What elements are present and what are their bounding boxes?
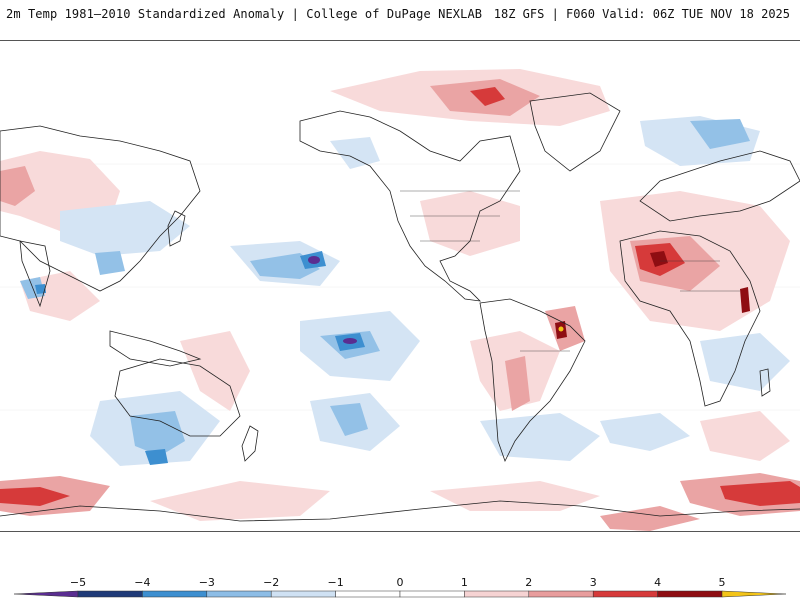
colorbar-segment: [399, 590, 465, 598]
colorbar-svg: [13, 590, 787, 598]
colorbar-tick-label: −4: [134, 576, 151, 589]
colorbar-tick-label: 0: [396, 576, 404, 589]
colorbar-extend-low: [13, 590, 79, 598]
colorbar-segment: [77, 590, 143, 598]
colorbar-tick-label: 5: [718, 576, 726, 589]
anomaly-warm-strong: [0, 87, 800, 506]
colorbar-tick-label: 1: [460, 576, 468, 589]
colorbar-tick-label: 4: [654, 576, 662, 589]
run-info: 18Z GFS | F060 Valid: 06Z TUE NOV 18 202…: [493, 7, 790, 21]
colorbar-tick-label: 2: [525, 576, 533, 589]
colorbar-tick-label: 3: [589, 576, 597, 589]
colorbar-segment: [592, 590, 658, 598]
colorbar-segment: [335, 590, 401, 598]
colorbar-tick-label: −3: [198, 576, 215, 589]
political-borders: [400, 190, 740, 352]
map-canvas: [0, 69, 800, 531]
title-bar: 2m Temp 1981–2010 Standardized Anomaly |…: [0, 0, 800, 30]
map-title: 2m Temp 1981–2010 Standardized Anomaly |…: [6, 7, 483, 21]
anomaly-above-max: [558, 326, 564, 332]
anomaly-below-min: [308, 256, 357, 344]
colorbar-segment: [206, 590, 272, 598]
colorbar: [0, 568, 800, 600]
colorbar-extend-high: [721, 590, 787, 598]
coastlines: [0, 92, 800, 522]
colorbar-tick-label: −2: [263, 576, 280, 589]
colorbar-segment: [142, 590, 208, 598]
colorbar-tick-label: −1: [327, 576, 344, 589]
colorbar-segment: [270, 590, 336, 598]
colorbar-segment: [657, 590, 723, 598]
colorbar-tick-label: −5: [69, 576, 87, 589]
colorbar-segment: [464, 590, 530, 598]
colorbar-segment: [528, 590, 594, 598]
anomaly-map: [0, 40, 800, 532]
